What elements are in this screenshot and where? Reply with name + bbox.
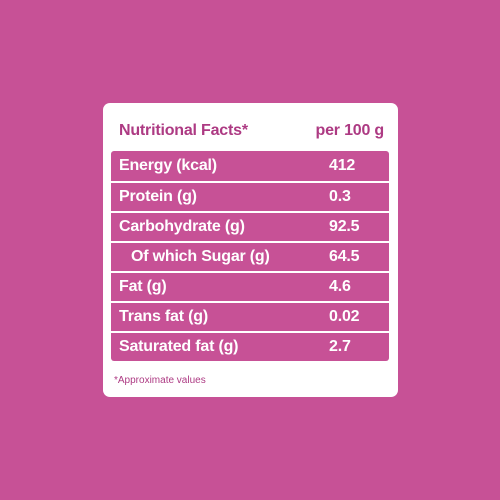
nutrition-facts-panel: Nutritional Facts* per 100 g Energy (kca… — [103, 103, 398, 397]
table-row: Carbohydrate (g) 92.5 — [111, 211, 389, 241]
table-row: Energy (kcal) 412 — [111, 151, 389, 181]
table-row: Trans fat (g) 0.02 — [111, 301, 389, 331]
nutrient-label: Trans fat (g) — [119, 308, 208, 325]
table-row: Fat (g) 4.6 — [111, 271, 389, 301]
table-row: Protein (g) 0.3 — [111, 181, 389, 211]
nutrient-label: Carbohydrate (g) — [119, 218, 245, 235]
nutrient-value: 92.5 — [329, 218, 360, 235]
table-row: Saturated fat (g) 2.7 — [111, 331, 389, 361]
nutrient-label: Fat (g) — [119, 278, 167, 295]
per-serving-label: per 100 g — [315, 122, 385, 139]
nutrient-value: 64.5 — [329, 248, 360, 265]
nutrient-value: 0.3 — [329, 188, 351, 205]
nutrient-label: Energy (kcal) — [119, 157, 217, 174]
approximate-values-footnote: *Approximate values — [114, 375, 206, 386]
nutrient-label: Of which Sugar (g) — [131, 248, 270, 265]
nutrient-label: Protein (g) — [119, 188, 197, 205]
nutrient-value: 412 — [329, 157, 356, 174]
nutrition-table: Energy (kcal) 412 Protein (g) 0.3 Carboh… — [111, 151, 389, 361]
nutrient-value: 4.6 — [329, 278, 351, 295]
nutrient-value: 0.02 — [329, 308, 360, 325]
nutrient-value: 2.7 — [329, 338, 351, 355]
nutrition-title: Nutritional Facts* — [119, 122, 248, 139]
table-row: Of which Sugar (g) 64.5 — [111, 241, 389, 271]
nutrition-header: Nutritional Facts* per 100 g — [103, 119, 398, 143]
nutrient-label: Saturated fat (g) — [119, 338, 239, 355]
